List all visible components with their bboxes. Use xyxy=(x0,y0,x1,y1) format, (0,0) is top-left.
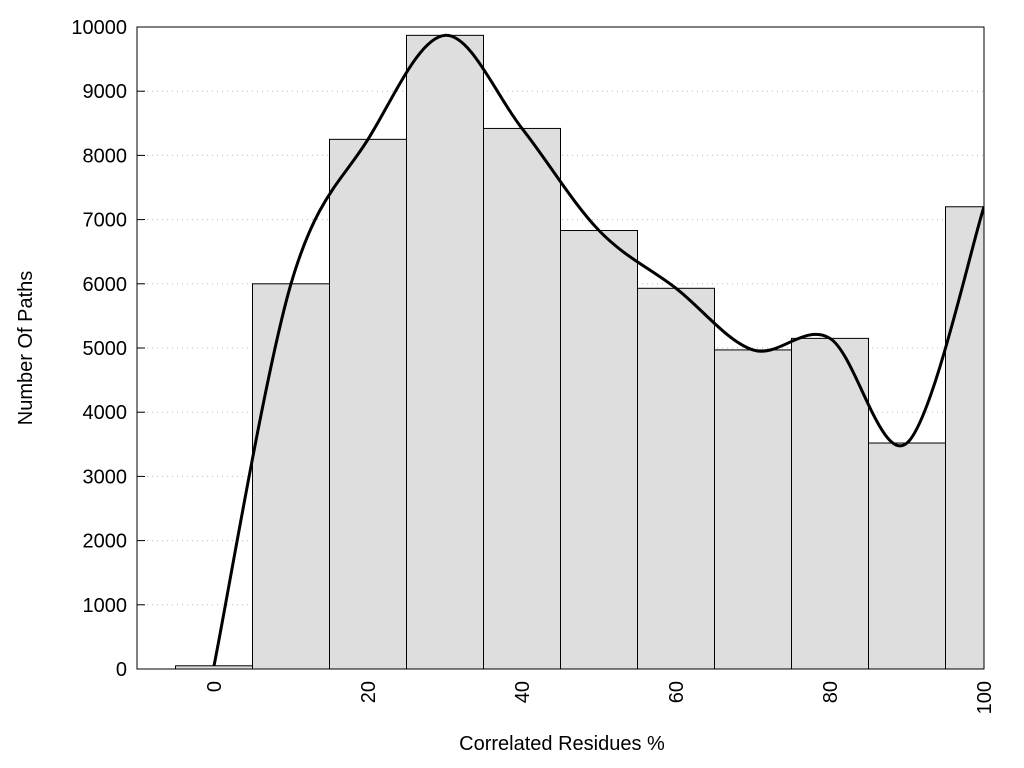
plot-area xyxy=(175,33,984,669)
y-tick-label: 6000 xyxy=(83,274,128,296)
y-tick-label: 1000 xyxy=(83,595,128,617)
y-tick-label: 5000 xyxy=(83,338,128,360)
y-axis-label: Number Of Paths xyxy=(15,271,37,426)
y-tick-label: 10000 xyxy=(71,17,127,39)
bar xyxy=(329,138,407,669)
y-tick-label: 3000 xyxy=(83,466,128,488)
x-tick-label: 0 xyxy=(204,681,226,692)
x-tick-label: 100 xyxy=(974,681,996,714)
y-tick-label: 7000 xyxy=(83,210,128,232)
x-tick-label: 80 xyxy=(820,681,842,703)
bar xyxy=(945,206,984,669)
y-tick-label: 2000 xyxy=(83,531,128,553)
x-axis-label: Correlated Residues % xyxy=(459,733,665,755)
trend-curve xyxy=(212,33,984,667)
y-tick-label: 0 xyxy=(116,659,127,681)
y-tick-label: 9000 xyxy=(83,81,128,103)
bar xyxy=(560,230,638,669)
bar xyxy=(868,442,946,669)
bar xyxy=(791,337,869,669)
y-tick-label: 4000 xyxy=(83,402,128,424)
x-tick-label: 20 xyxy=(358,681,380,703)
bar xyxy=(252,283,330,669)
bar xyxy=(483,127,561,669)
bar xyxy=(637,287,715,669)
bar xyxy=(714,349,792,669)
x-tick-label: 40 xyxy=(512,681,534,703)
x-tick-label: 60 xyxy=(666,681,688,703)
plot-frame xyxy=(136,26,985,670)
y-tick-label: 8000 xyxy=(83,145,128,167)
bar xyxy=(406,34,484,669)
